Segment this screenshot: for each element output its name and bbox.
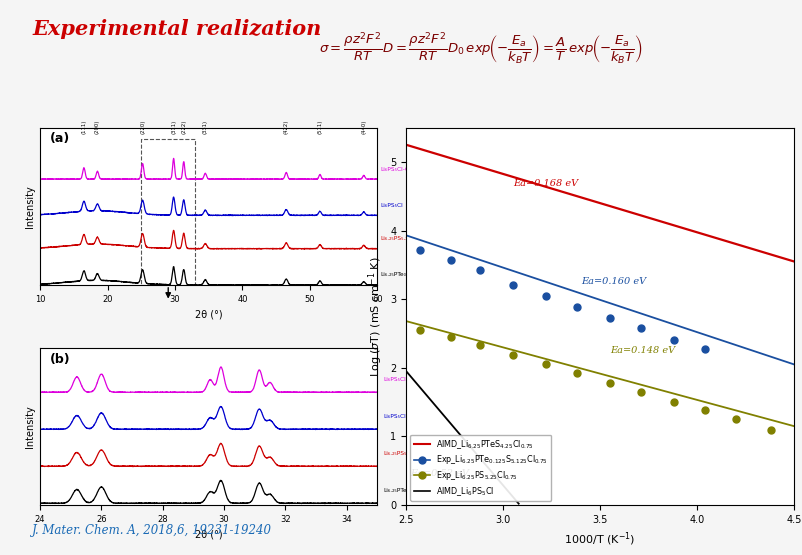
Point <box>473 341 486 350</box>
X-axis label: 2θ (°): 2θ (°) <box>195 309 222 319</box>
Text: Li₆.₂₅PTe₀.₁₂₅S₅.₁₂₅Cl₀.₇₅: Li₆.₂₅PTe₀.₁₂₅S₅.₁₂₅Cl₀.₇₅ <box>381 273 445 278</box>
Text: Ea=0.148 eV: Ea=0.148 eV <box>610 346 675 355</box>
Point <box>413 326 426 335</box>
Text: (b): (b) <box>51 352 71 366</box>
Point <box>729 415 742 423</box>
Point <box>699 406 711 415</box>
Point <box>444 332 457 341</box>
Point <box>634 324 647 332</box>
Text: Li₆.₂₅PS₅.₂₅Cl₀.₇₅: Li₆.₂₅PS₅.₂₅Cl₀.₇₅ <box>381 236 425 241</box>
Text: (220): (220) <box>140 119 145 134</box>
Text: Li₆.₂₅PS₅.₂₅Cl₀.₇₅: Li₆.₂₅PS₅.₂₅Cl₀.₇₅ <box>383 451 428 457</box>
Point <box>603 379 616 387</box>
Text: Li₆PS₅Cl: Li₆PS₅Cl <box>381 203 403 208</box>
Text: Li₆PS₅Cl-Calculation: Li₆PS₅Cl-Calculation <box>381 166 438 171</box>
Point <box>540 360 553 369</box>
Point <box>413 245 426 254</box>
Point <box>444 256 457 265</box>
Text: J. Mater. Chem. A, 2018,6, 19231-19240: J. Mater. Chem. A, 2018,6, 19231-19240 <box>32 524 272 537</box>
Text: Ea=0.168 eV: Ea=0.168 eV <box>512 179 578 188</box>
Point <box>540 291 553 300</box>
Y-axis label: Intensity: Intensity <box>25 185 34 228</box>
Text: (200): (200) <box>95 119 100 134</box>
Point <box>699 345 711 354</box>
Text: $\sigma = \dfrac{\rho z^2 F^2}{RT}D = \dfrac{\rho z^2 F^2}{RT}D_0\,exp\!\left(-\: $\sigma = \dfrac{\rho z^2 F^2}{RT}D = \d… <box>319 31 643 67</box>
Point <box>667 336 680 345</box>
Point <box>667 398 680 407</box>
X-axis label: 1000/T (K$^{-1}$): 1000/T (K$^{-1}$) <box>565 531 636 548</box>
Text: (a): (a) <box>51 132 71 145</box>
Point <box>473 266 486 275</box>
Text: (311): (311) <box>171 119 176 134</box>
Text: Ea=0.52 eV: Ea=0.52 eV <box>410 469 469 478</box>
Point <box>570 303 583 312</box>
Text: Li₆PS₅Cl: Li₆PS₅Cl <box>383 415 406 420</box>
Legend: AIMD_Li$_{6.25}$PTeS$_{4.25}$Cl$_{0.75}$, Exp_Li$_{6.25}$PTe$_{0.125}$S$_{5.125}: AIMD_Li$_{6.25}$PTeS$_{4.25}$Cl$_{0.75}$… <box>411 435 551 501</box>
Point <box>506 351 519 360</box>
Point <box>764 425 777 434</box>
Y-axis label: Log ($\sigma$T) (mS cm$^{-1}$ K): Log ($\sigma$T) (mS cm$^{-1}$ K) <box>367 256 385 377</box>
Text: Li₆PS₅Cl-Calculation: Li₆PS₅Cl-Calculation <box>383 377 441 382</box>
Text: Experimental realization: Experimental realization <box>32 19 322 39</box>
Text: (111): (111) <box>82 119 87 134</box>
Point <box>570 369 583 378</box>
Text: (422): (422) <box>284 119 289 134</box>
X-axis label: 2θ (°): 2θ (°) <box>195 529 222 539</box>
Text: Ea=0.160 eV: Ea=0.160 eV <box>581 277 646 286</box>
Y-axis label: Intensity: Intensity <box>25 405 34 448</box>
Point <box>634 387 647 396</box>
Text: (511): (511) <box>318 119 322 134</box>
Bar <box>141 139 195 285</box>
Point <box>506 281 519 290</box>
Point <box>603 314 616 323</box>
Text: (440): (440) <box>361 119 367 134</box>
Text: Li₆.₂₅PTe₀.₁₂₅S₅.₁₂₅Cl₀.₇₅: Li₆.₂₅PTe₀.₁₂₅S₅.₁₂₅Cl₀.₇₅ <box>383 488 448 493</box>
Text: (331): (331) <box>203 119 208 134</box>
Text: (222): (222) <box>181 119 186 134</box>
